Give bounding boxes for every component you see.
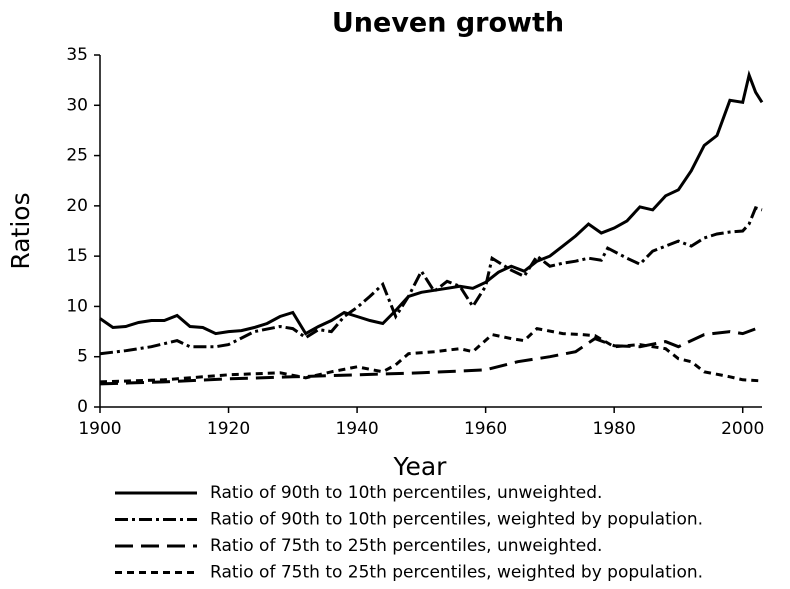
- series-line: [99, 69, 764, 336]
- series-line: [99, 326, 763, 384]
- x-tick-label: 1960: [464, 419, 507, 439]
- legend-label: Ratio of 90th to 10th percentiles, unwei…: [210, 483, 602, 503]
- y-tick-label: 0: [77, 397, 88, 417]
- legend-label: Ratio of 90th to 10th percentiles, weigh…: [210, 510, 703, 530]
- y-tick-label: 25: [66, 146, 88, 166]
- y-tick-label: 5: [77, 347, 88, 367]
- y-axis-label: Ratios: [6, 192, 35, 269]
- x-tick-label: 1940: [335, 419, 378, 439]
- series-line: [99, 325, 763, 386]
- y-tick-label: 10: [66, 296, 88, 316]
- x-tick-label: 1980: [593, 419, 636, 439]
- y-tick-label: 30: [66, 95, 88, 115]
- x-tick-label: 1900: [78, 419, 121, 439]
- x-tick-label: 2000: [721, 419, 764, 439]
- chart-title: Uneven growth: [332, 8, 564, 39]
- y-tick-label: 15: [66, 246, 88, 266]
- legend-label: Ratio of 75th to 25th percentiles, weigh…: [210, 563, 703, 583]
- x-tick-label: 1920: [207, 419, 250, 439]
- y-tick-label: 35: [66, 45, 88, 65]
- series-line: [99, 206, 763, 356]
- legend-label: Ratio of 75th to 25th percentiles, unwei…: [210, 536, 602, 556]
- x-axis-label: Year: [393, 452, 448, 481]
- y-tick-label: 20: [66, 196, 88, 216]
